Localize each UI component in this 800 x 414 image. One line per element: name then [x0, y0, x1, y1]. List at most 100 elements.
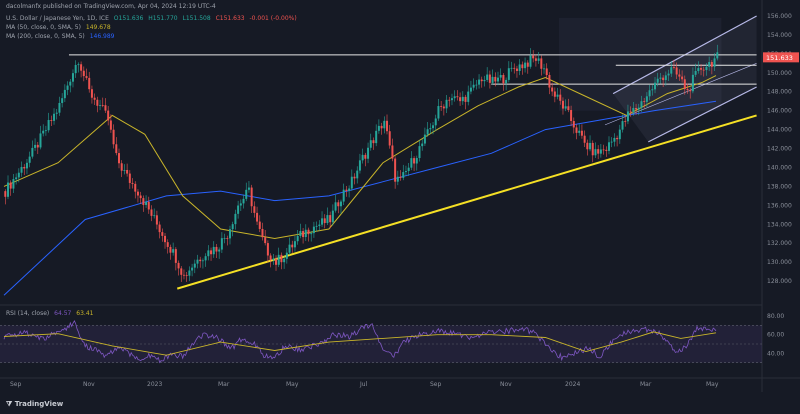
candle-body	[193, 263, 196, 268]
candle-body	[616, 137, 619, 140]
candle-body	[602, 149, 605, 151]
price-tick-label: 134.000	[767, 221, 792, 228]
candle-body	[467, 91, 470, 102]
candle-body	[155, 215, 158, 225]
candle-body	[218, 249, 221, 252]
ohlc-change: -0.001 (-0.00%)	[249, 15, 297, 22]
candle-body	[621, 121, 624, 130]
ma50-label: MA (50, close, 0, SMA, 5)	[6, 24, 81, 31]
candle-body	[126, 169, 129, 174]
candle-body	[61, 98, 64, 103]
candle-body	[272, 258, 275, 261]
candle-body	[212, 246, 215, 255]
candle-body	[28, 156, 31, 163]
candle-body	[69, 81, 72, 86]
candle-body	[20, 166, 23, 173]
candle-body	[605, 149, 608, 151]
candle-body	[537, 58, 540, 61]
candle-body	[150, 209, 153, 216]
candle-body	[445, 99, 448, 109]
candle-body	[348, 188, 351, 191]
candle-body	[613, 137, 616, 142]
candle-body	[326, 215, 329, 224]
price-tick-label: 136.000	[767, 202, 792, 209]
price-axis-panel	[762, 0, 800, 414]
candle-body	[315, 225, 318, 227]
candle-body	[643, 101, 646, 103]
candle-body	[681, 76, 684, 80]
candle-body	[90, 89, 93, 98]
candle-body	[578, 130, 581, 133]
price-tick-label: 144.000	[767, 127, 792, 134]
candle-body	[220, 238, 223, 250]
candle-body	[88, 77, 91, 90]
candle-body	[594, 149, 597, 156]
time-tick-label: Sep	[10, 381, 22, 388]
candle-body	[404, 171, 407, 173]
candle-body	[166, 242, 169, 247]
candle-body	[450, 98, 453, 101]
candle-body	[280, 254, 283, 263]
candle-body	[369, 140, 372, 148]
candle-body	[591, 142, 594, 156]
candle-body	[686, 89, 689, 91]
ma50-value: 149.678	[85, 24, 111, 31]
candle-body	[664, 75, 667, 81]
candle-body	[182, 274, 185, 276]
candle-body	[372, 140, 375, 144]
candle-body	[299, 231, 302, 237]
candle-body	[532, 55, 535, 59]
candle-body	[139, 195, 142, 199]
candle-body	[310, 233, 313, 235]
candle-body	[651, 89, 654, 91]
candle-body	[678, 74, 681, 77]
candle-body	[497, 77, 499, 82]
candle-body	[572, 120, 575, 128]
candle-body	[383, 120, 386, 129]
candle-body	[74, 64, 77, 74]
candle-body	[635, 108, 638, 110]
candle-body	[185, 275, 188, 277]
candle-body	[334, 202, 337, 211]
candle-body	[101, 105, 104, 106]
candle-body	[145, 201, 148, 205]
candle-body	[204, 256, 207, 261]
candle-body	[670, 67, 673, 74]
candle-body	[567, 106, 570, 111]
candle-body	[640, 101, 643, 108]
candle-body	[339, 201, 342, 207]
candle-body	[502, 74, 505, 84]
candle-body	[667, 73, 670, 76]
candle-body	[123, 169, 126, 171]
candle-body	[226, 238, 229, 239]
candle-body	[610, 141, 613, 143]
candle-body	[304, 229, 307, 238]
candle-body	[80, 64, 83, 71]
price-tick-label: 154.000	[767, 32, 792, 39]
candle-body	[99, 105, 102, 106]
ma200-legend: MA (200, close, 0, SMA, 5) 146.989	[6, 33, 115, 40]
candle-body	[134, 183, 137, 192]
candle-body	[201, 260, 204, 262]
candle-body	[331, 210, 334, 223]
brand-label: TradingView	[14, 400, 64, 408]
candle-body	[662, 77, 665, 81]
candle-body	[442, 106, 445, 109]
candle-body	[164, 235, 167, 243]
symbol-line: U.S. Dollar / Japanese Yen, 1D, ICE O151…	[6, 15, 297, 22]
candle-body	[524, 62, 527, 69]
candle-body	[589, 142, 592, 150]
candle-body	[483, 79, 486, 82]
candle-body	[31, 147, 34, 157]
candle-body	[421, 143, 424, 147]
rsi-tick-label: 60.00	[767, 332, 784, 339]
candle-body	[440, 106, 443, 107]
tradingview-logo-icon: ⧩	[6, 400, 13, 408]
candle-body	[223, 238, 226, 239]
candle-body	[302, 231, 305, 238]
candle-body	[12, 179, 15, 189]
candle-body	[277, 254, 280, 265]
symbol-name: U.S. Dollar / Japanese Yen, 1D, ICE	[6, 15, 109, 22]
candle-body	[461, 96, 464, 102]
